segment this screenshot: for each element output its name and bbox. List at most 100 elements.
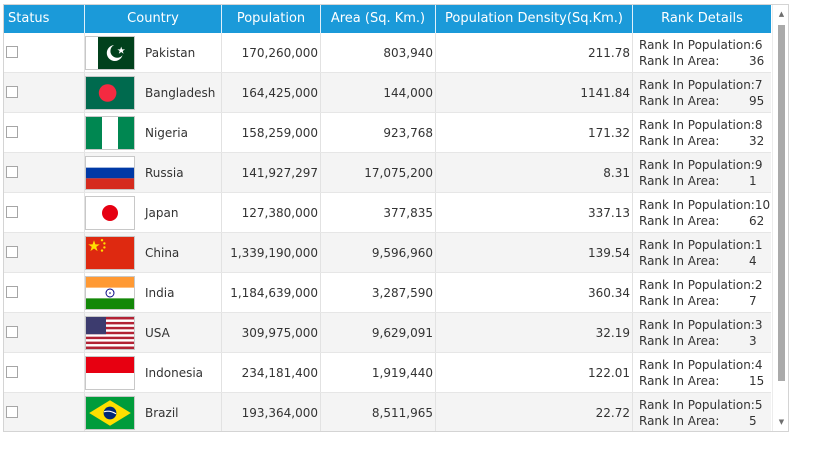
table-row[interactable]: Bangladesh 164,425,000 144,000 1141.84 R… xyxy=(4,73,771,113)
status-checkbox[interactable] xyxy=(6,406,18,418)
rank-population-line: Rank In Population: 2 xyxy=(639,277,765,293)
status-checkbox[interactable] xyxy=(6,206,18,218)
rank-population-label: Rank In Population: xyxy=(639,117,755,132)
status-cell xyxy=(4,113,85,152)
header-status[interactable]: Status xyxy=(4,5,85,33)
table-row[interactable]: Brazil 193,364,000 8,511,965 22.72 Rank … xyxy=(4,393,771,431)
status-checkbox[interactable] xyxy=(6,126,18,138)
table-row[interactable]: Pakistan 170,260,000 803,940 211.78 Rank… xyxy=(4,33,771,73)
area-cell: 9,596,960 xyxy=(321,233,436,272)
header-rank-details[interactable]: Rank Details xyxy=(661,11,743,26)
rank-population-value: 8 xyxy=(754,117,763,132)
country-cell: Pakistan xyxy=(85,33,222,72)
rank-population-label: Rank In Population: xyxy=(639,277,755,292)
rank-population-value: 9 xyxy=(754,157,763,172)
table-row[interactable]: Japan 127,380,000 377,835 337.13 Rank In… xyxy=(4,193,771,233)
header-country[interactable]: Country xyxy=(85,5,222,33)
pakistan-flag-icon xyxy=(85,35,135,70)
rank-area-label: Rank In Area: xyxy=(639,213,720,228)
vertical-scrollbar[interactable]: ▲ ▼ xyxy=(772,5,788,431)
country-name: Brazil xyxy=(145,405,179,420)
rank-area-value: 1 xyxy=(749,173,757,188)
area-value: 923,768 xyxy=(383,125,433,140)
density-cell: 360.34 xyxy=(436,273,633,312)
density-value: 337.13 xyxy=(588,205,630,220)
population-cell: 164,425,000 xyxy=(222,73,321,112)
rank-area-line: Rank In Area: 5 xyxy=(639,413,765,429)
area-value: 9,596,960 xyxy=(371,245,433,260)
status-checkbox[interactable] xyxy=(6,286,18,298)
area-cell: 17,075,200 xyxy=(321,153,436,192)
rank-area-value: 7 xyxy=(749,293,757,308)
header-population[interactable]: Population xyxy=(222,5,321,33)
rank-details-cell: Rank In Population: 10 Rank In Area: 62 xyxy=(633,193,771,232)
scroll-up-arrow-icon[interactable]: ▲ xyxy=(778,10,785,18)
population-cell: 1,184,639,000 xyxy=(222,273,321,312)
rank-population-label: Rank In Population: xyxy=(639,157,755,172)
country-name: Pakistan xyxy=(145,45,196,60)
population-value: 141,927,297 xyxy=(241,165,318,180)
status-cell xyxy=(4,233,85,272)
country-cell: India xyxy=(85,273,222,312)
table-row[interactable]: USA 309,975,000 9,629,091 32.19 Rank In … xyxy=(4,313,771,353)
status-checkbox[interactable] xyxy=(6,366,18,378)
rank-details-cell: Rank In Population: 6 Rank In Area: 36 xyxy=(633,33,771,72)
population-cell: 309,975,000 xyxy=(222,313,321,352)
table-row[interactable]: Russia 141,927,297 17,075,200 8.31 Rank … xyxy=(4,153,771,193)
rank-area-line: Rank In Area: 4 xyxy=(639,253,765,269)
rank-area-line: Rank In Area: 32 xyxy=(639,133,765,149)
header-area[interactable]: Area (Sq. Km.) xyxy=(321,5,436,33)
population-value: 127,380,000 xyxy=(241,205,318,220)
status-checkbox[interactable] xyxy=(6,326,18,338)
india-flag-icon xyxy=(85,275,135,310)
table-row[interactable]: Indonesia 234,181,400 1,919,440 122.01 R… xyxy=(4,353,771,393)
rank-population-value: 2 xyxy=(754,277,763,292)
status-cell xyxy=(4,313,85,352)
scroll-down-arrow-icon[interactable]: ▼ xyxy=(778,418,785,426)
rank-details-cell: Rank In Population: 7 Rank In Area: 95 xyxy=(633,73,771,112)
rank-area-value: 5 xyxy=(749,413,757,428)
country-cell: China xyxy=(85,233,222,272)
area-value: 17,075,200 xyxy=(364,165,433,180)
area-cell: 3,287,590 xyxy=(321,273,436,312)
rank-area-label: Rank In Area: xyxy=(639,333,720,348)
rank-area-label: Rank In Area: xyxy=(639,413,720,428)
rank-area-label: Rank In Area: xyxy=(639,253,720,268)
country-name: Russia xyxy=(145,165,184,180)
rank-population-line: Rank In Population: 1 xyxy=(639,237,765,253)
rank-details-cell: Rank In Population: 2 Rank In Area: 7 xyxy=(633,273,771,312)
status-checkbox[interactable] xyxy=(6,246,18,258)
rank-population-label: Rank In Population: xyxy=(639,317,755,332)
header-density[interactable]: Population Density(Sq.Km.) xyxy=(436,5,633,33)
population-value: 193,364,000 xyxy=(241,405,318,420)
area-value: 377,835 xyxy=(383,205,433,220)
rank-population-value: 4 xyxy=(754,357,763,372)
country-cell: Nigeria xyxy=(85,113,222,152)
rank-population-label: Rank In Population: xyxy=(639,77,755,92)
table-row[interactable]: Nigeria 158,259,000 923,768 171.32 Rank … xyxy=(4,113,771,153)
country-name: Nigeria xyxy=(145,125,188,140)
indonesia-flag-icon xyxy=(85,355,135,390)
status-checkbox[interactable] xyxy=(6,166,18,178)
country-cell: Indonesia xyxy=(85,353,222,392)
rank-population-line: Rank In Population: 9 xyxy=(639,157,765,173)
country-name: Bangladesh xyxy=(145,85,216,100)
bangladesh-flag-icon xyxy=(85,75,135,110)
rank-area-value: 3 xyxy=(749,333,757,348)
status-checkbox[interactable] xyxy=(6,86,18,98)
scrollbar-thumb[interactable] xyxy=(778,25,785,381)
density-cell: 32.19 xyxy=(436,313,633,352)
rank-area-label: Rank In Area: xyxy=(639,293,720,308)
table-row[interactable]: China 1,339,190,000 9,596,960 139.54 Ran… xyxy=(4,233,771,273)
population-value: 170,260,000 xyxy=(241,45,318,60)
status-cell xyxy=(4,153,85,192)
table-row[interactable]: India 1,184,639,000 3,287,590 360.34 Ran… xyxy=(4,273,771,313)
rank-area-line: Rank In Area: 36 xyxy=(639,53,765,69)
rank-details-cell: Rank In Population: 8 Rank In Area: 32 xyxy=(633,113,771,152)
rank-details-cell: Rank In Population: 3 Rank In Area: 3 xyxy=(633,313,771,352)
rank-population-label: Rank In Population: xyxy=(639,237,755,252)
population-cell: 234,181,400 xyxy=(222,353,321,392)
area-value: 803,940 xyxy=(383,45,433,60)
status-checkbox[interactable] xyxy=(6,46,18,58)
rank-population-line: Rank In Population: 5 xyxy=(639,397,765,413)
